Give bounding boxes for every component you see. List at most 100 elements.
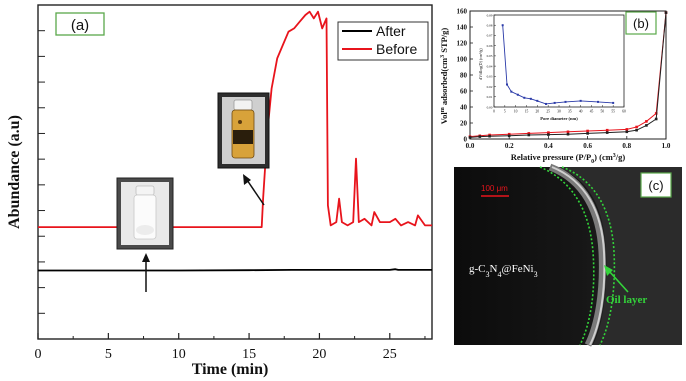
- a-x-tick-label-0: 0: [35, 347, 42, 362]
- b-series-line-adsorption: [469, 12, 667, 138]
- oil-layer-outline-left: [539, 166, 595, 346]
- panel-b-y-axis-label-sup: m: [440, 107, 446, 112]
- b-point-adsorption-11: [645, 120, 648, 123]
- b-point-adsorption-7: [586, 129, 589, 133]
- panel-a-x-ticks: 0 5 10 15 20 25: [35, 333, 426, 362]
- oil-layer-arrow-head: [604, 265, 613, 276]
- inset-point-12: [612, 101, 615, 104]
- vial-oily-cap: [233, 99, 253, 111]
- vial-oily-dark-band: [233, 130, 253, 144]
- inset-series: [501, 24, 615, 105]
- b-x-tick-label-0: 0.0: [466, 142, 475, 150]
- inset-x-tick-label-1: 5: [504, 110, 506, 114]
- panel-a-y-axis-label: Abundance (a.u): [6, 115, 23, 229]
- inset-point-7: [545, 102, 547, 105]
- inset-point-0: [501, 24, 504, 27]
- arrow-to-oily-vial: [243, 174, 265, 206]
- inset-y-tick-label-3: 0.03: [487, 75, 493, 79]
- inset-point-5: [529, 97, 532, 100]
- panel-b-y-ticks: 0 20 40 60 80 100 120 140 160: [457, 8, 473, 144]
- b-point-desorption-6: [566, 132, 570, 136]
- panel-b-label: (b): [633, 16, 649, 31]
- arrow-to-clear-vial: [142, 253, 150, 292]
- inset-y-tick-label-5: 0.05: [487, 54, 493, 58]
- vial-photo-oily: [217, 92, 270, 169]
- panel-c-label: (c): [648, 178, 663, 193]
- b-point-adsorption-5: [547, 131, 550, 134]
- b-point-desorption-9: [625, 130, 629, 134]
- panel-b-inset: 0.00 0.01 0.02 0.03 0.04 0.05 0.06 0.07 0.08 0.09…: [478, 13, 626, 121]
- panel-c: (c) 100 μm g-C3N4@FeNi3 Oil layer: [454, 163, 682, 347]
- panel-a-label-box: [55, 12, 105, 36]
- inset-x-tick-label-6: 30: [557, 110, 561, 114]
- panel-b-series: [468, 11, 668, 139]
- oil-layer-arrow-shaft: [608, 270, 629, 293]
- inset-point-2: [510, 90, 513, 93]
- scale-bar-label: 100 μm: [481, 184, 508, 193]
- panel-b-y-axis-label-sup2: 3: [440, 55, 446, 58]
- panel-b-y-axis-label-1: Vol: [439, 112, 449, 125]
- inset-x-tick-label-8: 40: [579, 110, 583, 114]
- a-x-tick-label-4: 20: [312, 347, 326, 362]
- panel-b-x-axis-label-sub: 0: [591, 159, 594, 165]
- panel-a-plot-frame: [37, 4, 433, 340]
- oil-layer-label: Oil layer: [606, 294, 647, 306]
- inset-point-9: [564, 100, 567, 103]
- panel-a: (a) 0 5 10 15 20 25 Abundance (a.u) Time (min…: [6, 4, 433, 378]
- b-point-desorption-7: [586, 132, 589, 135]
- inset-x-tick-label-2: 10: [514, 110, 518, 114]
- b-x-tick-label-5: 1.0: [662, 142, 671, 150]
- inset-y-axis-label: dV/dlog(D) (cm³/g): [478, 48, 483, 80]
- material-label-3: @FeNi: [501, 263, 533, 275]
- inset-point-6: [536, 99, 539, 102]
- sem-grey-edge: [548, 163, 606, 347]
- b-y-tick-label-2: 40: [460, 104, 468, 112]
- b-y-tick-label-6: 120: [457, 40, 468, 48]
- b-point-desorption-10: [635, 128, 638, 132]
- b-point-adsorption-4: [527, 132, 531, 135]
- inset-point-10: [579, 99, 582, 102]
- panel-a-x-axis-label: Time (min): [192, 361, 269, 378]
- b-point-desorption-0: [468, 136, 472, 139]
- arrow-to-oily-vial-shaft: [246, 179, 265, 206]
- inset-x-tick-label-5: 25: [546, 110, 550, 114]
- material-label-1: g-C: [469, 263, 486, 275]
- b-point-desorption-4: [527, 133, 531, 137]
- b-point-desorption-11: [645, 124, 648, 127]
- inset-point-4: [523, 96, 526, 99]
- b-y-tick-label-0: 0: [464, 136, 468, 144]
- b-point-desorption-13: [664, 11, 668, 14]
- b-point-desorption-3: [507, 134, 511, 138]
- b-point-desorption-5: [547, 133, 550, 136]
- panel-b-x-axis-label-3: /g): [615, 152, 626, 162]
- b-x-tick-label-2: 0.4: [544, 142, 553, 150]
- panel-b-y-axis-label-3: STP/g): [439, 28, 449, 55]
- inset-y-tick-label-2: 0.02: [487, 85, 493, 89]
- inset-y-tick-label-9: 0.09: [487, 13, 493, 17]
- a-series-line-before: [38, 10, 432, 228]
- inset-x-ticks: 0 5 10 15 20 25 30 35 40 45 50 55 60: [493, 105, 626, 114]
- a-x-tick-label-5: 25: [383, 347, 397, 362]
- inset-y-tick-label-4: 0.04: [487, 64, 493, 68]
- b-y-tick-label-3: 60: [460, 88, 468, 96]
- panel-b-x-axis-label: Relative pressure (P/P0) (cm3/g): [511, 152, 626, 165]
- inset-y-tick-label-0: 0.00: [487, 105, 493, 109]
- inset-point-8: [553, 101, 556, 104]
- panel-b-y-axis-label: Volm adsorbed(cm3 STP/g): [439, 28, 449, 125]
- arrow-to-oily-vial-head: [243, 174, 251, 185]
- inset-x-tick-label-4: 20: [536, 110, 540, 114]
- material-label: g-C3N4@FeNi3: [469, 263, 538, 279]
- panel-b-x-axis-label-sup: 3: [613, 153, 616, 159]
- a-x-tick-label-3: 15: [242, 347, 256, 362]
- panel-a-legend: After Before: [337, 21, 429, 61]
- b-point-adsorption-12: [654, 112, 658, 115]
- material-label-sub1: 3: [486, 270, 490, 279]
- inset-y-tick-label-7: 0.07: [487, 34, 493, 38]
- b-point-adsorption-8: [605, 128, 609, 132]
- b-point-desorption-12: [654, 117, 658, 121]
- inset-y-ticks: 0.00 0.01 0.02 0.03 0.04 0.05 0.06 0.07 0.08 0.09: [487, 13, 496, 109]
- panel-a-series: [38, 10, 432, 272]
- vial-photo-clear: [116, 177, 174, 250]
